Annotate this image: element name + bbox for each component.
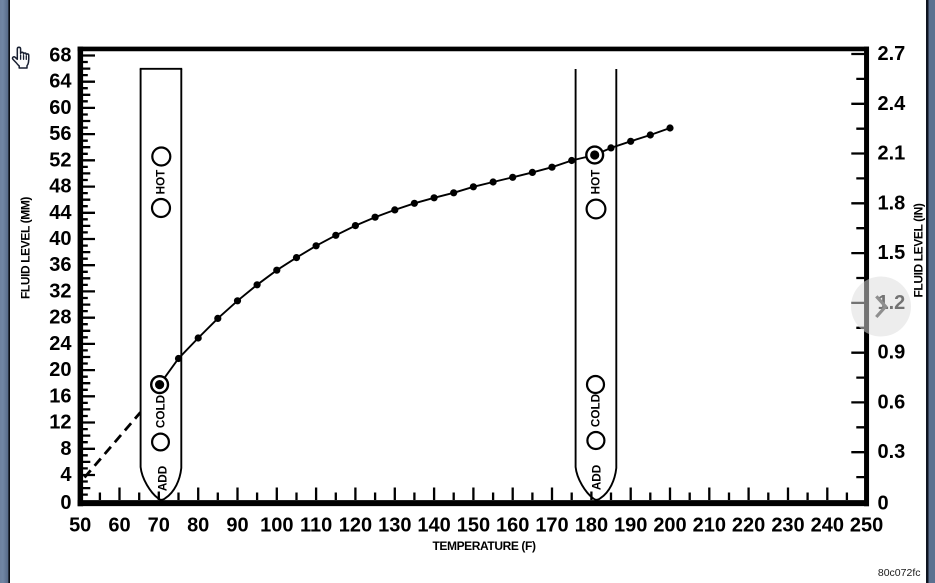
svg-text:0: 0 [878, 493, 889, 515]
svg-text:68: 68 [49, 45, 71, 67]
svg-text:90: 90 [226, 515, 248, 537]
svg-text:HOT: HOT [589, 169, 602, 195]
svg-text:1.5: 1.5 [878, 242, 906, 264]
svg-text:12: 12 [49, 412, 71, 434]
svg-text:200: 200 [653, 515, 686, 537]
svg-text:20: 20 [49, 359, 71, 381]
svg-text:0.6: 0.6 [878, 391, 906, 413]
svg-text:0: 0 [60, 492, 71, 514]
svg-text:0.3: 0.3 [878, 441, 906, 463]
svg-text:ADD: ADD [156, 466, 169, 491]
svg-text:36: 36 [49, 254, 71, 276]
svg-text:ADD: ADD [591, 465, 604, 490]
svg-text:28: 28 [49, 307, 71, 329]
svg-text:48: 48 [49, 176, 71, 198]
svg-text:230: 230 [771, 515, 804, 537]
svg-text:4: 4 [60, 464, 72, 486]
svg-text:250: 250 [850, 515, 883, 537]
svg-text:1.8: 1.8 [878, 192, 906, 214]
svg-text:210: 210 [693, 515, 726, 537]
svg-text:100: 100 [260, 515, 293, 537]
svg-text:160: 160 [496, 515, 529, 537]
svg-text:60: 60 [49, 97, 71, 119]
svg-text:180: 180 [575, 515, 608, 537]
svg-text:16: 16 [49, 385, 71, 407]
svg-text:240: 240 [811, 515, 844, 537]
svg-text:COLD: COLD [589, 394, 602, 427]
svg-text:80: 80 [187, 515, 209, 537]
svg-text:HOT: HOT [154, 169, 167, 195]
svg-text:52: 52 [49, 149, 71, 171]
svg-text:70: 70 [148, 515, 170, 537]
svg-text:50: 50 [69, 515, 91, 537]
svg-text:TEMPERATURE (F): TEMPERATURE (F) [432, 539, 536, 553]
svg-text:8: 8 [60, 438, 71, 460]
svg-text:64: 64 [49, 71, 72, 93]
svg-text:2.1: 2.1 [878, 143, 906, 165]
svg-text:110: 110 [300, 515, 332, 537]
svg-text:120: 120 [339, 515, 372, 537]
svg-text:56: 56 [49, 123, 71, 145]
svg-text:COLD: COLD [154, 395, 167, 428]
svg-text:FLUID LEVEL (IN): FLUID LEVEL (IN) [912, 203, 926, 297]
svg-text:0.9: 0.9 [878, 342, 906, 364]
svg-text:40: 40 [49, 228, 71, 250]
svg-text:32: 32 [49, 280, 71, 302]
svg-text:150: 150 [457, 515, 490, 537]
svg-text:2.4: 2.4 [878, 93, 907, 115]
svg-text:140: 140 [417, 515, 450, 537]
svg-text:60: 60 [108, 515, 130, 537]
svg-text:170: 170 [535, 515, 568, 537]
svg-text:2.7: 2.7 [878, 43, 906, 65]
svg-text:220: 220 [732, 515, 765, 537]
svg-text:44: 44 [49, 202, 72, 224]
svg-text:130: 130 [378, 515, 411, 537]
svg-text:FLUID LEVEL (MM): FLUID LEVEL (MM) [19, 197, 33, 299]
svg-text:80c072fc: 80c072fc [878, 567, 921, 579]
svg-text:24: 24 [49, 333, 72, 355]
svg-text:190: 190 [614, 515, 647, 537]
